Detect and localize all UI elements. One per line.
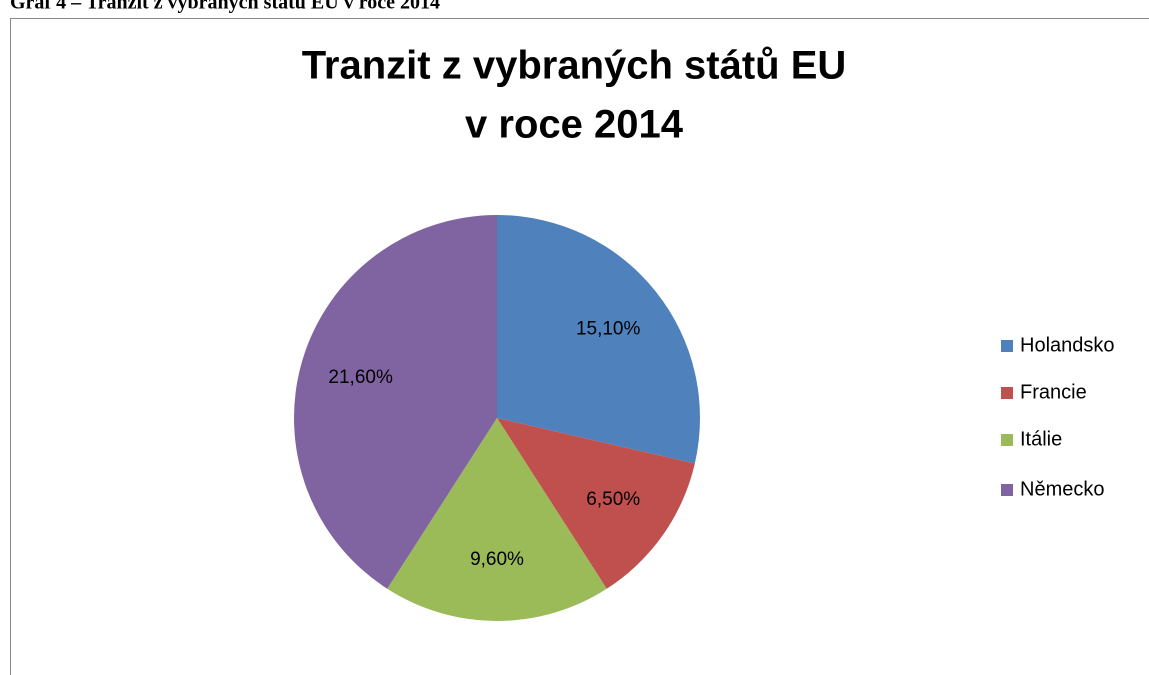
pie-slice xyxy=(387,418,607,621)
data-label: 21,60% xyxy=(328,367,393,388)
data-label: 15,10% xyxy=(576,319,641,340)
pie-slice xyxy=(497,418,695,589)
legend-swatch xyxy=(1001,340,1013,352)
legend-label: Holandsko xyxy=(1020,334,1115,356)
legend-swatch xyxy=(1001,434,1013,446)
chart-title: v roce 2014 xyxy=(465,103,684,147)
legend-swatch xyxy=(1001,484,1013,496)
legend-label: Německo xyxy=(1020,478,1104,500)
caption: Graf 4 – Tranzit z vybraných států EU v … xyxy=(10,0,440,14)
legend-swatch xyxy=(1001,387,1013,399)
pie-slice xyxy=(497,215,700,464)
legend-label: Itálie xyxy=(1020,428,1062,450)
legend-label: Francie xyxy=(1020,381,1087,403)
data-label: 6,50% xyxy=(586,489,640,510)
chart-title: Tranzit z vybraných států EU xyxy=(302,44,847,88)
data-label: 9,60% xyxy=(470,549,524,570)
pie-slice xyxy=(294,215,497,589)
